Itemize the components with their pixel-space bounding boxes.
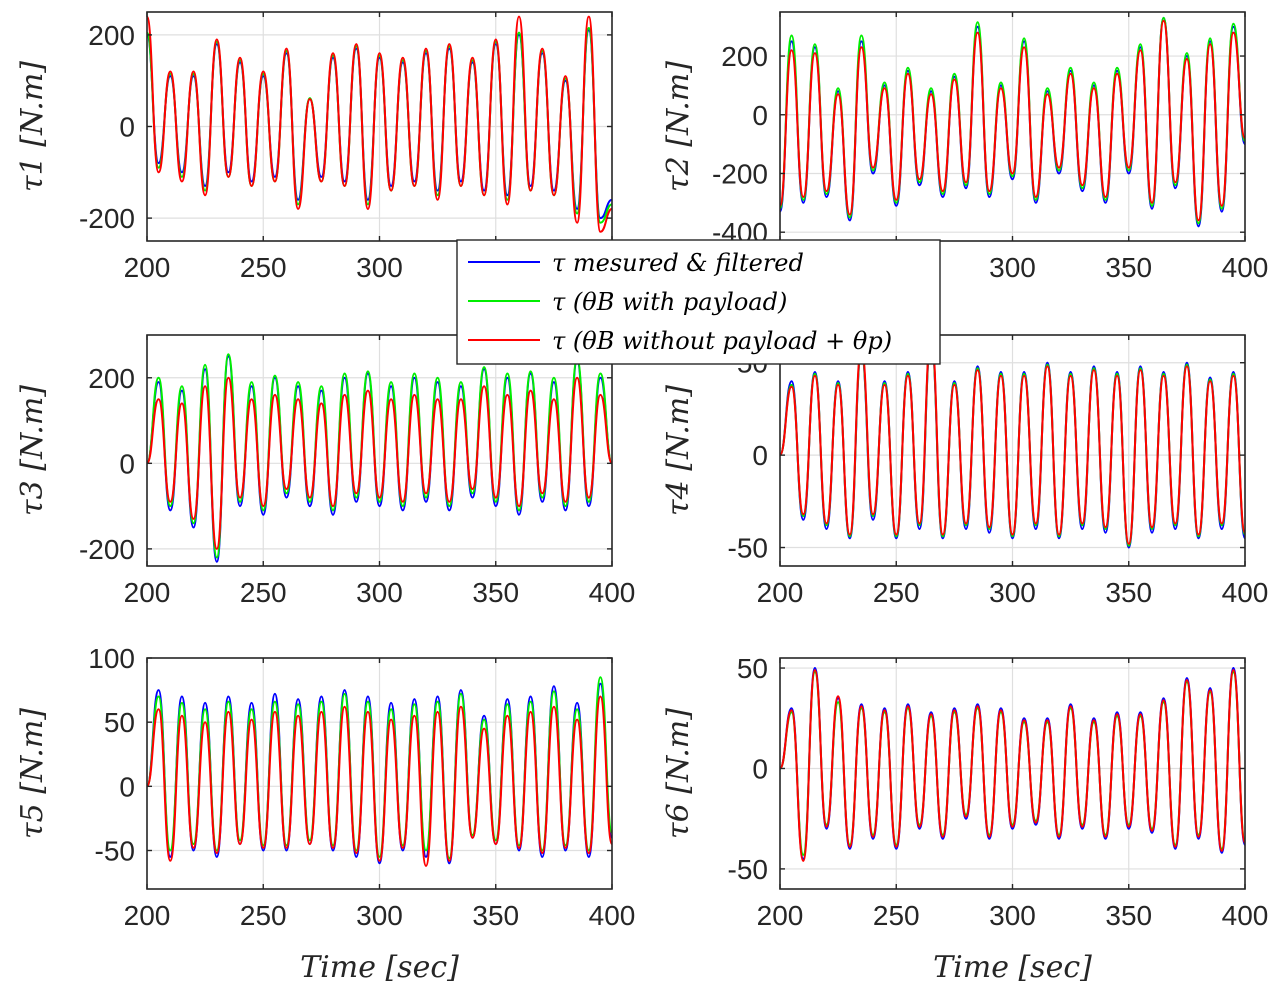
y-axis-label: τ6 [N.m] (661, 708, 696, 839)
series-group (780, 667, 1245, 862)
x-tick-label: 200 (124, 577, 171, 608)
subplot-tau6: 200 250 300 350 400 -50 0 50 τ6 [N.m] Time [sec] (661, 653, 1268, 985)
x-tick-label: 300 (989, 252, 1036, 283)
x-axis-label: Time [sec] (933, 950, 1092, 985)
y-tick-label: 200 (88, 20, 135, 51)
x-tick-label: 200 (124, 252, 171, 283)
y-axis-label: τ4 [N.m] (661, 385, 696, 516)
y-tick-label: 0 (119, 771, 135, 802)
x-tick-label: 350 (1105, 252, 1152, 283)
x-tick-label: 400 (1222, 252, 1269, 283)
series-group (147, 353, 612, 563)
y-tick-label: 200 (88, 363, 135, 394)
y-tick-label: -50 (95, 836, 135, 867)
legend-label-measured: τ mesured & filtered (552, 249, 804, 277)
x-tick-label: 400 (589, 577, 636, 608)
x-tick-label: 250 (240, 252, 287, 283)
y-tick-label: 0 (119, 112, 135, 143)
y-tick-label: -50 (728, 533, 768, 564)
series-line-without-payload (147, 376, 612, 550)
x-tick-label: 300 (356, 577, 403, 608)
x-tick-label: 300 (989, 900, 1036, 931)
x-tick-label: 350 (1105, 577, 1152, 608)
subplots: 200 250 300 350 400 -200 0 200 τ1 [N.m] 200 250 300… (15, 11, 1269, 985)
y-axis-label: τ2 [N.m] (661, 61, 696, 192)
y-tick-label: 100 (88, 643, 135, 674)
legend-label-without-payload: τ (θB without payload + θp) (552, 327, 892, 355)
x-tick-label: 300 (989, 577, 1036, 608)
y-tick-label: 50 (737, 653, 768, 684)
y-tick-label: 0 (752, 440, 768, 471)
subplot-tau3: 200 250 300 350 400 -200 0 200 τ3 [N.m] (15, 334, 636, 608)
y-tick-label: -200 (712, 158, 768, 189)
legend-label-with-payload: τ (θB with payload) (552, 288, 787, 316)
x-tick-label: 350 (1105, 900, 1152, 931)
y-tick-label: 200 (721, 41, 768, 72)
x-tick-label: 200 (124, 900, 171, 931)
y-tick-label: -200 (79, 534, 135, 565)
x-axis-label: Time [sec] (300, 950, 459, 985)
y-axis-label: τ3 [N.m] (15, 385, 50, 516)
y-tick-label: -50 (728, 854, 768, 885)
x-tick-label: 350 (472, 900, 519, 931)
x-tick-label: 250 (873, 900, 920, 931)
series-group (780, 16, 1245, 228)
x-tick-label: 250 (873, 577, 920, 608)
x-tick-label: 250 (240, 577, 287, 608)
series-group (147, 676, 612, 867)
series-line-without-payload (780, 19, 1245, 222)
x-tick-label: 400 (1222, 577, 1269, 608)
x-tick-label: 250 (240, 900, 287, 931)
series-line-without-payload (147, 695, 612, 867)
x-tick-label: 300 (356, 900, 403, 931)
y-axis-label: τ5 [N.m] (15, 708, 50, 839)
y-tick-label: 0 (752, 753, 768, 784)
y-tick-label: 50 (104, 707, 135, 738)
series-line-without-payload (780, 669, 1245, 862)
legend: τ mesured & filtered τ (θB with payload)… (456, 239, 941, 365)
y-tick-label: -200 (79, 203, 135, 234)
x-tick-label: 200 (757, 900, 804, 931)
y-axis-label: τ1 [N.m] (15, 61, 50, 192)
subplot-tau5: 200 250 300 350 400 -50 0 50 100 τ5 [N.m] Time [se… (15, 643, 635, 985)
x-tick-label: 350 (472, 577, 519, 608)
series-line-without-payload (147, 15, 612, 233)
x-tick-label: 300 (356, 252, 403, 283)
y-tick-label: 0 (119, 448, 135, 479)
x-tick-label: 200 (757, 577, 804, 608)
x-tick-label: 400 (1222, 900, 1269, 931)
y-tick-label: 0 (752, 100, 768, 131)
series-group (147, 15, 612, 233)
x-tick-label: 400 (589, 900, 636, 931)
